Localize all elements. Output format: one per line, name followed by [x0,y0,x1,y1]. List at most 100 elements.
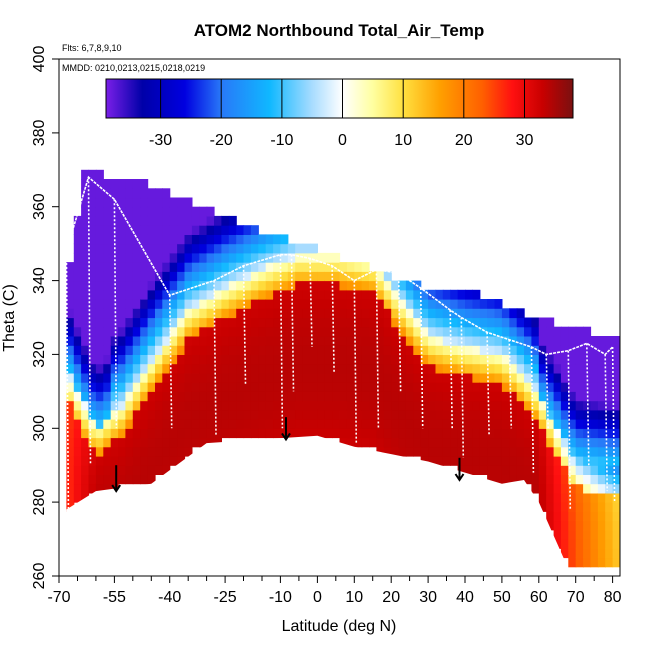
heatmap-cell [214,372,222,383]
heatmap-cell [243,391,252,402]
heatmap-cell [450,345,459,355]
heatmap-cell [310,345,318,355]
heatmap-cell [140,317,149,328]
heatmap-cell [258,234,267,245]
heatmap-cell [612,391,620,402]
heatmap-cell [147,363,156,374]
heatmap-cell [310,336,318,346]
heatmap-cell [332,428,341,439]
heatmap-cell [243,345,252,355]
heatmap-cell [66,317,75,328]
heatmap-cell [147,437,156,448]
heatmap-cell [391,317,400,328]
heatmap-cell [228,372,237,383]
heatmap-cell [118,225,127,235]
heatmap-cell [147,262,156,272]
heatmap-cell [206,271,215,282]
heatmap-cell [538,336,547,346]
heatmap-cell [243,409,252,420]
heatmap-cell [88,179,97,189]
heatmap-cell [243,271,252,282]
heatmap-cell [339,363,348,374]
heatmap-cell [73,243,82,254]
heatmap-cell [524,363,532,374]
heatmap-cell [132,252,141,263]
heatmap-cell [295,409,304,420]
heatmap-cell [177,354,186,365]
x-axis-label: Latitude (deg N) [282,618,397,635]
heatmap-cell [317,409,326,420]
heatmap-cell [125,317,134,328]
heatmap-cell [531,382,540,392]
heatmap-cell [361,437,370,448]
heatmap-cell [132,336,141,346]
heatmap-cell [494,382,503,392]
heatmap-cell [191,243,200,254]
heatmap-cell [361,299,370,309]
heatmap-cell [140,326,149,337]
heatmap-cell [531,336,540,346]
heatmap-cell [376,326,385,337]
heatmap-cell [73,317,82,328]
heatmap-cell [450,299,459,309]
heatmap-cell [177,326,186,337]
heatmap-cell [280,391,289,402]
heatmap-cell [428,372,437,383]
heatmap-cell [568,437,577,448]
heatmap-cell [140,391,149,402]
heatmap-cell [538,400,547,411]
heatmap-cell [457,391,466,402]
heatmap-cell [575,336,584,346]
heatmap-cell [583,326,592,337]
heatmap-cell [177,336,186,346]
heatmap-cell [110,474,119,485]
heatmap-cell [273,299,282,309]
heatmap-cell [118,400,127,411]
heatmap-cell [110,225,119,235]
heatmap-cell [169,271,178,282]
heatmap-cell [147,188,156,199]
heatmap-cell [162,382,171,392]
heatmap-cell [236,391,245,402]
heatmap-cell [509,437,518,448]
heatmap-cell [487,363,496,374]
heatmap-cell [221,262,230,272]
heatmap-cell [369,354,377,365]
heatmap-cell [118,317,127,328]
heatmap-cell [140,206,149,217]
heatmap-cell [509,446,518,457]
heatmap-cell [479,391,488,402]
heatmap-cell [546,437,555,448]
heatmap-cell [383,391,392,402]
heatmap-cell [310,299,318,309]
heatmap-cell [612,336,620,346]
heatmap-cell [516,465,525,475]
heatmap-cell [317,326,326,337]
heatmap-cell [575,446,584,457]
heatmap-cell [398,372,407,383]
heatmap-cell [524,419,532,429]
heatmap-cell [479,446,488,457]
heatmap-cell [243,243,252,254]
heatmap-cell [590,529,599,540]
heatmap-cell [465,400,473,411]
heatmap-cell [324,299,333,309]
heatmap-cell [538,446,547,457]
heatmap-cell [214,243,222,254]
heatmap-cell [147,391,156,402]
heatmap-cell [605,529,614,540]
heatmap-cell [199,428,208,439]
heatmap-cell [243,419,252,429]
heatmap-cell [583,345,592,355]
heatmap-cell [66,363,75,374]
heatmap-cell [236,234,245,245]
heatmap-cell [191,391,200,402]
heatmap-cell [169,391,178,402]
heatmap-cell [612,372,620,383]
heatmap-cell [221,382,230,392]
heatmap-cell [590,557,599,568]
heatmap-cell [228,234,237,245]
heatmap-cell [568,409,577,420]
heatmap-cell [317,289,326,300]
heatmap-cell [280,271,289,282]
